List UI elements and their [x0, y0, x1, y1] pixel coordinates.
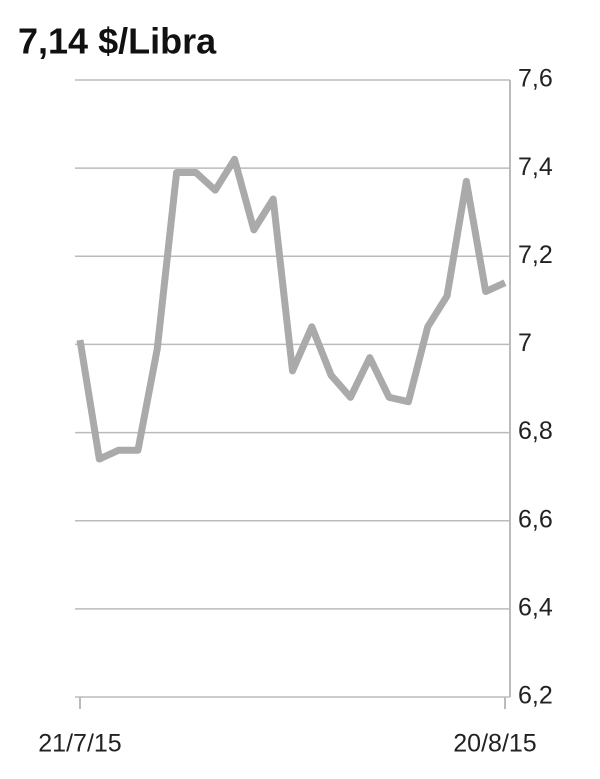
chart-title: 7,14 $/Libra — [18, 21, 217, 62]
y-tick-label: 7,4 — [518, 153, 553, 181]
y-tick-label: 7 — [518, 329, 532, 357]
x-tick-label: 21/7/15 — [38, 730, 121, 758]
y-tick-label: 6,4 — [518, 593, 553, 621]
y-tick-label: 7,2 — [518, 241, 553, 269]
y-tick-label: 7,6 — [518, 65, 553, 93]
y-tick-label: 6,6 — [518, 505, 553, 533]
x-tick-label: 20/8/15 — [453, 730, 536, 758]
y-tick-label: 6,2 — [518, 682, 553, 710]
data-line — [76, 155, 507, 463]
y-tick-label: 6,8 — [518, 417, 553, 445]
